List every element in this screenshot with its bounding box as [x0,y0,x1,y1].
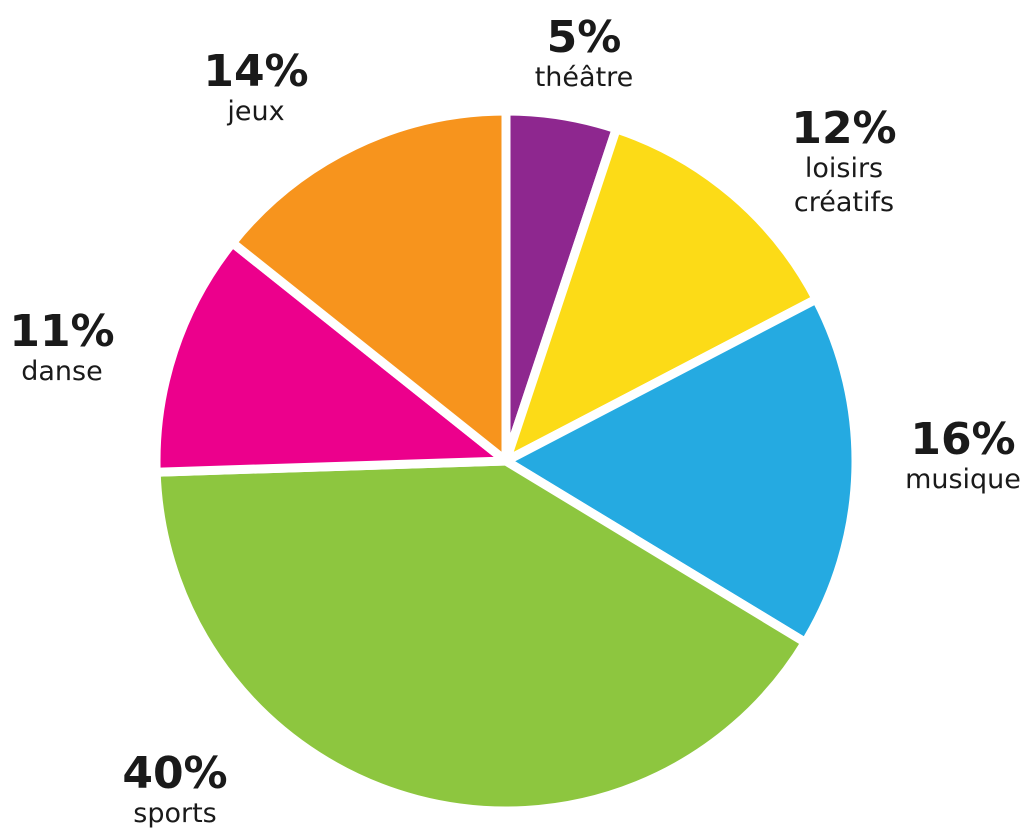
pie-slice-loisirs-créatifs [501,124,821,466]
slice-value-label: 5% [547,12,622,63]
pie-slice-sports [151,456,810,816]
slice-value-label: 16% [910,414,1015,465]
slice-category-label: créatifs [794,187,894,218]
slice-category-label: sports [133,798,216,829]
slice-category-label: théâtre [535,62,634,93]
pie-slice-danse [151,238,511,477]
slice-value-label: 40% [122,748,227,799]
slice-category-label: musique [905,464,1021,495]
pie-slice-jeux [227,106,511,466]
slice-value-label: 12% [791,103,896,154]
slice-category-label: loisirs [805,153,883,184]
slice-category-label: danse [21,356,102,387]
slice-value-label: 14% [203,46,308,97]
slice-category-label: jeux [226,96,284,127]
slice-value-label: 11% [9,306,114,357]
pie-slices [151,106,861,816]
pie-slice-musique [501,294,861,647]
